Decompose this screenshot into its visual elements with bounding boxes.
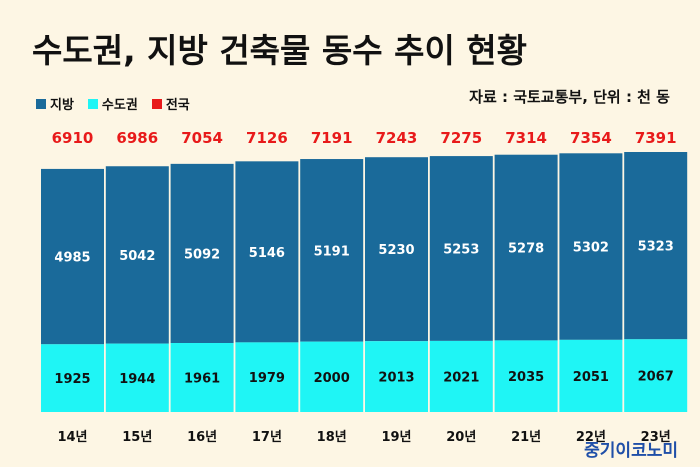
data-label-total: 7243 [376, 129, 418, 147]
data-label-regional: 5253 [443, 242, 479, 257]
data-label-regional: 5278 [508, 242, 544, 257]
data-label-regional: 5042 [119, 249, 155, 264]
data-label-capital: 1979 [249, 371, 285, 386]
publisher-watermark: 중기이코노미 [584, 441, 678, 461]
chart-title: 수도권, 지방 건축물 동수 추이 현황 [32, 31, 528, 70]
data-label-regional: 5191 [314, 244, 350, 259]
legend: 지방 수도권 전국 [36, 94, 190, 113]
data-label-capital: 2051 [573, 370, 609, 385]
data-label-total: 7191 [311, 129, 353, 147]
legend-item-national: 전국 [151, 94, 190, 113]
bar-regional-14년 [41, 168, 104, 345]
data-label-total: 7391 [635, 129, 677, 147]
bar-capital-16년 [170, 343, 234, 412]
legend-item-regional: 지방 [36, 94, 74, 113]
x-tick-label: 14년 [57, 430, 87, 445]
data-label-capital: 1944 [119, 372, 155, 387]
bar-capital-14년 [41, 344, 104, 412]
bar-capital-18년 [300, 341, 364, 412]
x-tick-label: 21년 [511, 430, 541, 445]
data-label-capital: 1961 [184, 372, 220, 387]
data-label-capital: 2021 [443, 370, 479, 385]
legend-swatch-regional [36, 98, 46, 109]
legend-label-regional: 지방 [50, 98, 74, 113]
bar-regional-20년 [429, 156, 493, 341]
data-label-capital: 2035 [508, 370, 544, 385]
bar-regional-21년 [494, 154, 558, 341]
x-tick-label: 17년 [252, 430, 282, 445]
bar-regional-17년 [235, 161, 299, 343]
bar-regional-16년 [170, 163, 234, 344]
data-label-total: 7054 [181, 129, 223, 147]
data-label-capital: 1925 [54, 372, 90, 387]
data-label-regional: 5092 [184, 247, 220, 262]
data-label-regional: 5146 [249, 246, 285, 261]
bar-capital-23년 [624, 339, 688, 412]
x-tick-label: 15년 [122, 430, 152, 445]
x-tick-label: 18년 [317, 430, 347, 445]
x-tick-label: 23년 [641, 430, 671, 445]
data-label-total: 7126 [246, 129, 288, 147]
x-tick-label: 19년 [381, 430, 411, 445]
source-note: 자료 : 국토교통부, 단위 : 천 동 [469, 88, 670, 106]
legend-swatch-capital [87, 98, 98, 109]
bar-regional-19년 [365, 157, 428, 342]
bar-capital-21년 [494, 340, 558, 412]
legend-swatch-national [151, 98, 162, 109]
bar-capital-22년 [559, 339, 623, 412]
data-label-regional: 5230 [378, 243, 414, 258]
data-label-regional: 5323 [638, 240, 674, 255]
legend-item-capital: 수도권 [87, 94, 138, 113]
bar-regional-23년 [624, 152, 688, 340]
x-tick-label: 16년 [187, 430, 217, 445]
bar-regional-22년 [559, 153, 623, 340]
data-label-capital: 2013 [378, 371, 414, 386]
data-label-total: 7354 [570, 129, 612, 147]
data-label-total: 7275 [440, 129, 482, 147]
bar-capital-19년 [365, 341, 428, 412]
data-label-capital: 2000 [314, 371, 350, 386]
data-label-total: 6910 [52, 129, 94, 147]
x-tick-label: 20년 [446, 430, 476, 445]
data-label-total: 7314 [505, 129, 547, 147]
legend-label-national: 전국 [165, 98, 190, 113]
bar-regional-15년 [105, 166, 169, 344]
x-tick-label: 22년 [576, 430, 606, 445]
bar-regional-18년 [300, 159, 364, 342]
data-label-regional: 5302 [573, 241, 609, 256]
bar-capital-15년 [105, 343, 169, 412]
bar-capital-20년 [429, 340, 493, 412]
data-label-capital: 2067 [638, 370, 674, 385]
data-label-total: 6986 [116, 129, 158, 147]
legend-label-capital: 수도권 [101, 98, 138, 113]
data-label-regional: 4985 [54, 251, 90, 266]
bar-capital-17년 [235, 342, 299, 412]
